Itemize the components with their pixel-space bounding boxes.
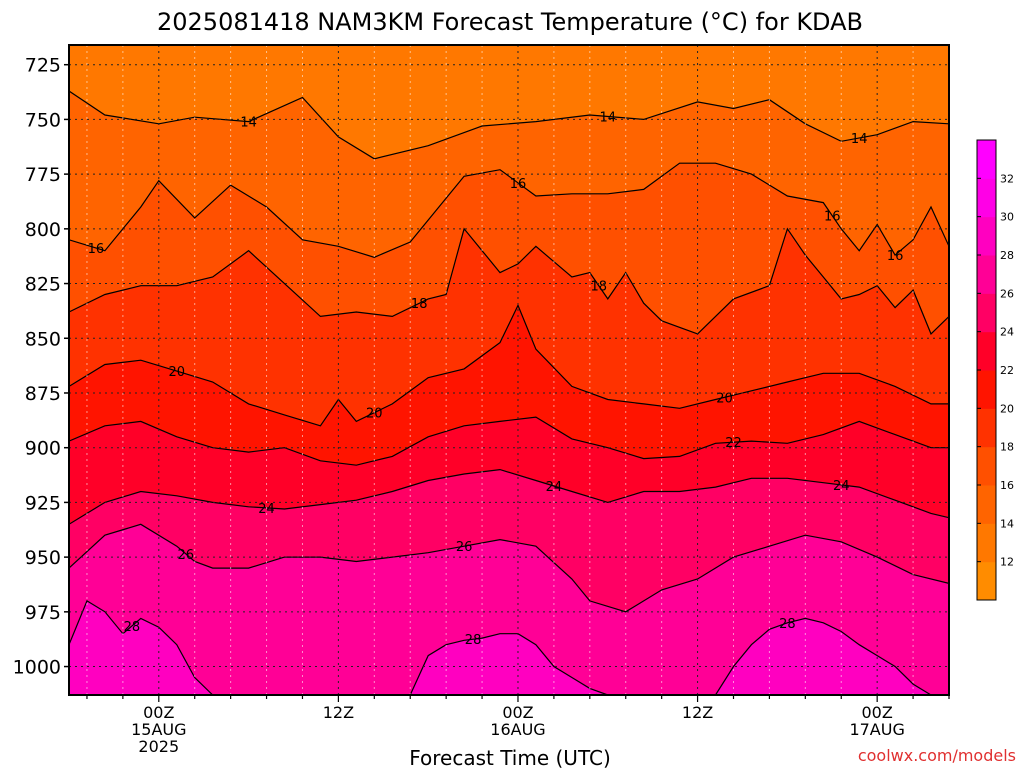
y-tick-label-775: 775 — [25, 164, 61, 186]
contour-label-28-8-0: 28 — [465, 633, 482, 648]
colorbar-label-14: 14 — [1000, 517, 1014, 530]
y-tick-label-725: 725 — [25, 55, 61, 77]
x-tick-label-20-0: 00Z — [502, 703, 533, 722]
contour-label-28-9-0: 28 — [779, 617, 796, 632]
contour-label-20-3-0: 20 — [168, 365, 185, 380]
colorbar-swatch-9 — [977, 216, 996, 256]
y-axis: 725 750 775 800 825 850 875 900 925 950 975 1000 — [13, 55, 69, 679]
contour-label-24-5-1: 24 — [546, 480, 563, 495]
contour-28-9 — [714, 617, 932, 695]
x-tick-label-10-0: 12Z — [323, 703, 354, 722]
y-tick-label-850: 850 — [25, 328, 61, 350]
band-28-8 — [410, 633, 608, 695]
colorbar-swatch-7 — [977, 293, 996, 333]
y-tick-label-825: 825 — [25, 274, 61, 296]
colorbar-swatch-1 — [977, 523, 996, 563]
contour-22-4 — [69, 416, 949, 466]
colorbar-swatch-2 — [977, 485, 996, 524]
contour-label-20-3-1: 20 — [366, 407, 383, 422]
colorbar-label-16: 16 — [1000, 479, 1014, 492]
contour-label-24-5-2: 24 — [833, 479, 850, 494]
contour-26-6 — [69, 523, 949, 613]
y-tick-label-950: 950 — [25, 547, 61, 569]
chart-title: 2025081418 NAM3KM Forecast Temperature (… — [157, 8, 863, 36]
x-tick-label-0-0: 00Z — [143, 703, 174, 722]
colorbar-label-18: 18 — [1000, 441, 1014, 454]
y-tick-label-800: 800 — [25, 219, 61, 241]
colorbar-label-22: 22 — [1000, 364, 1014, 377]
contour-24-5 — [69, 468, 949, 525]
contour-28-8 — [409, 633, 609, 695]
x-axis-label: Forecast Time (UTC) — [409, 746, 611, 768]
y-tick-label-750: 750 — [25, 109, 61, 131]
contour-label-18-2-0: 18 — [411, 297, 428, 312]
contour-label-14-0-0: 14 — [240, 116, 257, 131]
y-tick-label-925: 925 — [25, 492, 61, 514]
contour-label-16-1-3: 16 — [887, 249, 904, 264]
x-tick-label-0-2: 2025 — [138, 737, 179, 756]
colorbar-swatch-11 — [977, 140, 996, 179]
contour-label-28-7-0: 28 — [124, 620, 141, 635]
temperature-field — [69, 45, 949, 695]
x-tick-label-30-0: 12Z — [682, 703, 713, 722]
y-tick-label-975: 975 — [25, 602, 61, 624]
y-tick-label-875: 875 — [25, 383, 61, 405]
colorbar-label-20: 20 — [1000, 402, 1014, 415]
grid-lines — [69, 45, 949, 695]
plot-frame — [68, 44, 950, 696]
contour-20-3 — [69, 303, 949, 427]
x-tick-label-40-1: 17AUG — [849, 720, 904, 739]
colorbar-label-24: 24 — [1000, 326, 1014, 339]
colorbar-swatch-4 — [977, 408, 996, 448]
colorbar-label-28: 28 — [1000, 249, 1014, 262]
contour-label-20-3-2: 20 — [716, 391, 733, 406]
band-28-7 — [69, 600, 213, 695]
y-tick-label-1000: 1000 — [13, 657, 61, 679]
colorbar-swatch-0 — [977, 561, 996, 601]
credit-text: coolwx.com/models — [858, 746, 1016, 765]
contour-label-26-6-0: 26 — [177, 548, 194, 563]
colorbar-legend: 12 14 16 18 20 22 24 26 28 30 32 — [976, 139, 1014, 601]
band-26-6 — [69, 524, 949, 695]
contour-label-16-1-2: 16 — [824, 210, 841, 225]
x-tick-label-0-1: 15AUG — [131, 720, 186, 739]
x-tick-label-20-1: 16AUG — [490, 720, 545, 739]
colorbar-label-12: 12 — [1000, 556, 1014, 569]
colorbar-swatch-10 — [977, 178, 996, 218]
colorbar-swatch-5 — [977, 370, 996, 409]
contour-16-1 — [69, 162, 949, 258]
colorbar-label-32: 32 — [1000, 172, 1014, 185]
colorbar-label-30: 30 — [1000, 211, 1014, 224]
contour-label-18-2-1: 18 — [591, 280, 608, 295]
colorbar-swatch-6 — [977, 331, 996, 371]
colorbar-swatch-8 — [977, 255, 996, 294]
colorbar-swatch-3 — [977, 446, 996, 486]
contour-label-16-1-0: 16 — [88, 242, 105, 257]
contour-label-14-0-1: 14 — [600, 110, 617, 125]
contour-label-26-6-1: 26 — [456, 540, 473, 555]
x-tick-label-40-0: 00Z — [861, 703, 892, 722]
colorbar-label-26: 26 — [1000, 287, 1014, 300]
y-tick-label-900: 900 — [25, 438, 61, 460]
contour-label-24-5-0: 24 — [258, 502, 275, 517]
contour-28-7 — [69, 600, 214, 695]
contour-label-14-0-2: 14 — [851, 132, 868, 147]
contour-14-0 — [69, 90, 949, 160]
